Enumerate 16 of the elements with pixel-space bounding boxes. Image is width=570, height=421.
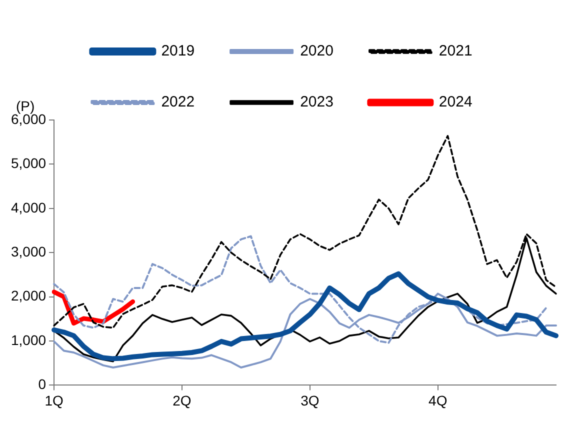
x-tick-label: 1Q (44, 392, 64, 408)
y-tick-label: 0 (38, 376, 46, 392)
legend-label: 2021 (438, 42, 472, 60)
x-tick-label: 2Q (172, 392, 192, 408)
legend-label: 2024 (438, 94, 472, 111)
legend-label: 2023 (300, 94, 334, 111)
legend-label: 2022 (161, 94, 195, 111)
legend-label: 2020 (300, 42, 334, 60)
y-tick-label: 4,000 (10, 199, 46, 216)
x-tick-label: 4Q (428, 392, 448, 408)
y-tick-label: 5,000 (10, 155, 46, 172)
y-tick-label: 2,000 (10, 288, 46, 304)
y-tick-label: 3,000 (10, 243, 46, 260)
legend-label: 2019 (161, 42, 195, 60)
x-tick-label: 3Q (300, 392, 320, 408)
y-tick-label: 1,000 (10, 332, 46, 348)
